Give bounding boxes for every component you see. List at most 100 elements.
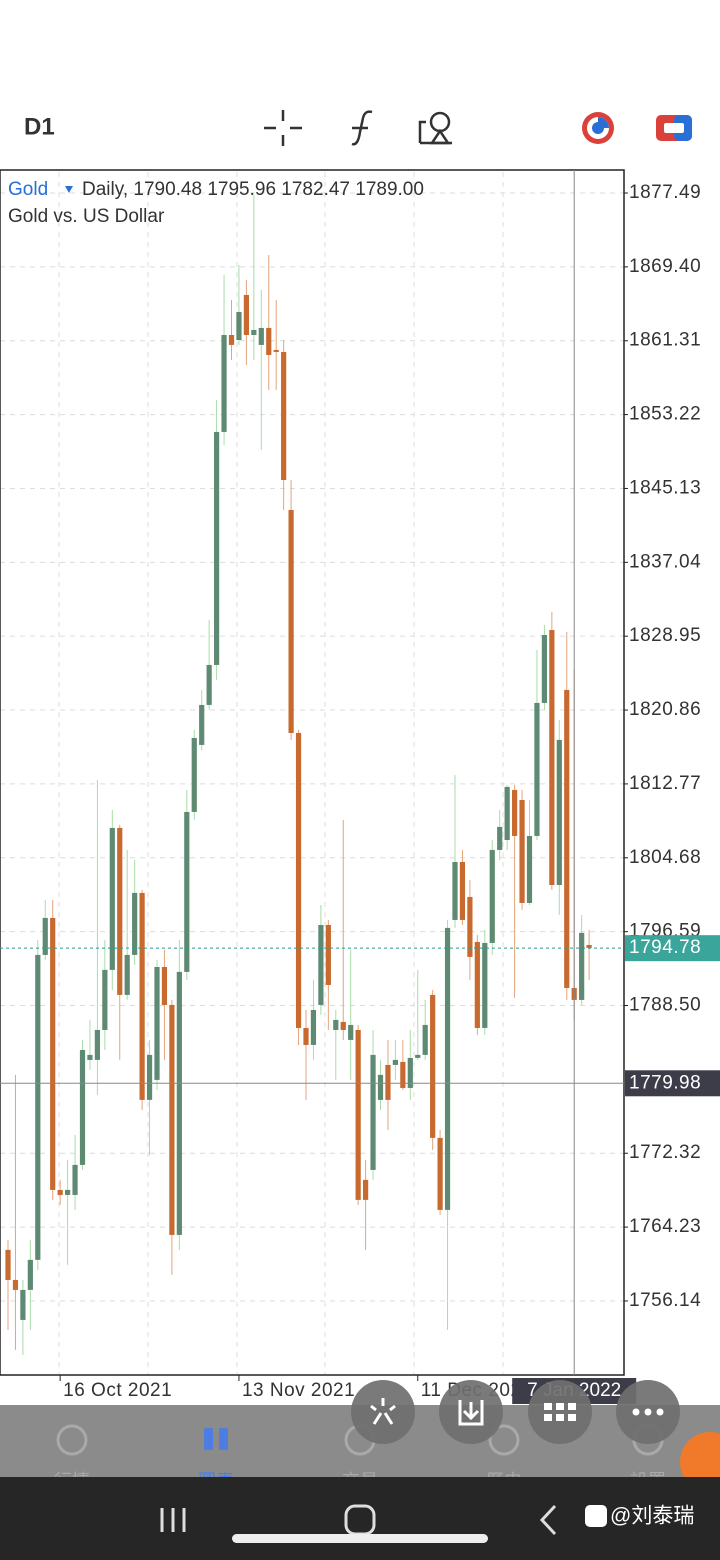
candle-body — [519, 799, 525, 903]
back-button[interactable] — [539, 1504, 557, 1536]
y-tick-label: 1877.49 — [629, 182, 701, 203]
candle-body — [444, 927, 451, 1210]
candle-body — [556, 739, 562, 885]
candle-body — [139, 892, 145, 1100]
crosshair-price-box — [625, 1070, 720, 1097]
candle-body — [27, 1259, 33, 1290]
current-price-label: 1794.78 — [629, 937, 701, 958]
candle-body — [258, 327, 264, 345]
candle-body — [273, 349, 279, 352]
timeframe[interactable]: D1 — [24, 113, 55, 140]
candle-body — [243, 294, 249, 335]
candle-body — [422, 1024, 428, 1055]
candle-body — [452, 861, 458, 920]
watermark: @刘泰瑞 — [610, 1505, 694, 1528]
candle-body — [504, 786, 510, 840]
candle-body — [430, 994, 436, 1138]
candle-body — [564, 689, 570, 988]
candle-body — [526, 835, 533, 903]
candle-body — [154, 966, 160, 1080]
candle-body — [348, 1024, 354, 1040]
candle-body — [57, 1189, 63, 1195]
candle-body — [355, 1029, 361, 1200]
trade-button[interactable] — [656, 115, 692, 141]
candle-body — [497, 826, 503, 850]
candle-body — [325, 924, 331, 985]
candle-body — [288, 510, 294, 733]
candle-body — [228, 334, 235, 345]
watermark-icon — [585, 1505, 607, 1527]
candle-body — [534, 702, 540, 836]
one-click-toggle[interactable] — [582, 112, 614, 144]
candle-body — [549, 629, 555, 885]
grid-button[interactable] — [528, 1380, 592, 1444]
tab-icon — [56, 1424, 88, 1456]
candle-body — [512, 789, 518, 836]
ohlc-info: Daily, 1790.48 1795.96 1782.47 1789.00 — [82, 179, 424, 200]
candle-body — [146, 1054, 153, 1100]
y-tick-label: 1837.04 — [629, 551, 701, 572]
candle-body — [184, 811, 190, 972]
current-price-box — [625, 935, 720, 962]
candle-body — [79, 1049, 86, 1165]
candle-body — [94, 1029, 100, 1060]
candle-body — [541, 634, 547, 703]
symbol[interactable]: Gold — [8, 179, 48, 200]
candle-body — [579, 932, 585, 1000]
y-tick-label: 1828.95 — [629, 625, 701, 646]
y-tick-label: 1804.68 — [629, 847, 701, 868]
candle-body — [385, 1064, 391, 1100]
quick-button[interactable] — [351, 1380, 415, 1444]
tab-icon — [204, 1428, 213, 1450]
icon — [544, 1403, 576, 1421]
floating-buttons — [351, 1380, 720, 1492]
icon — [458, 1400, 484, 1426]
candle-body — [206, 664, 212, 705]
y-tick-label: 1772.32 — [629, 1142, 701, 1163]
recents-button[interactable] — [160, 1508, 186, 1532]
candle-body — [281, 351, 287, 480]
candle-body — [132, 892, 138, 955]
candle-body — [333, 1019, 339, 1030]
candle-body — [489, 849, 495, 943]
candle-body — [124, 954, 130, 995]
candle-body — [370, 1054, 376, 1170]
icon — [370, 1398, 396, 1425]
candle-body — [221, 334, 227, 432]
candle-body — [176, 971, 182, 1235]
chart-frame — [0, 169, 625, 1376]
symbol-dropdown[interactable] — [65, 186, 73, 193]
candle-body — [20, 1289, 26, 1320]
candle-body — [266, 327, 272, 355]
objects-tool[interactable] — [418, 111, 452, 145]
candle-body — [340, 1021, 346, 1030]
y-tick-label: 1853.22 — [629, 404, 701, 425]
x-tick-label: 13 Nov 2021 — [242, 1380, 355, 1401]
candle-body — [400, 1061, 406, 1088]
candle-body — [199, 704, 205, 745]
symbol-description: Gold vs. US Dollar — [8, 206, 165, 227]
tab-icon — [488, 1424, 520, 1456]
y-tick-label: 1812.77 — [629, 773, 701, 794]
y-tick-label: 1845.13 — [629, 477, 701, 498]
indicator-tool[interactable] — [351, 110, 373, 146]
candle-body — [65, 1189, 71, 1195]
candle-body — [295, 732, 302, 1028]
candle-body — [50, 917, 56, 1190]
y-tick-label: 1788.50 — [629, 995, 701, 1016]
y-tick-label: 1764.23 — [629, 1216, 701, 1237]
candle-body — [42, 917, 48, 955]
x-tick-label: 16 Oct 2021 — [63, 1380, 172, 1401]
candle-body — [214, 431, 220, 665]
candle-body — [117, 827, 123, 995]
gesture-bar — [232, 1534, 488, 1543]
candle-body — [72, 1164, 78, 1195]
candle-body — [459, 861, 466, 920]
tab-icon — [219, 1428, 228, 1450]
crosshair-tool[interactable] — [264, 110, 302, 146]
candle-body — [482, 942, 488, 1028]
candle-body — [12, 1279, 19, 1290]
floating-badge[interactable] — [680, 1432, 720, 1492]
